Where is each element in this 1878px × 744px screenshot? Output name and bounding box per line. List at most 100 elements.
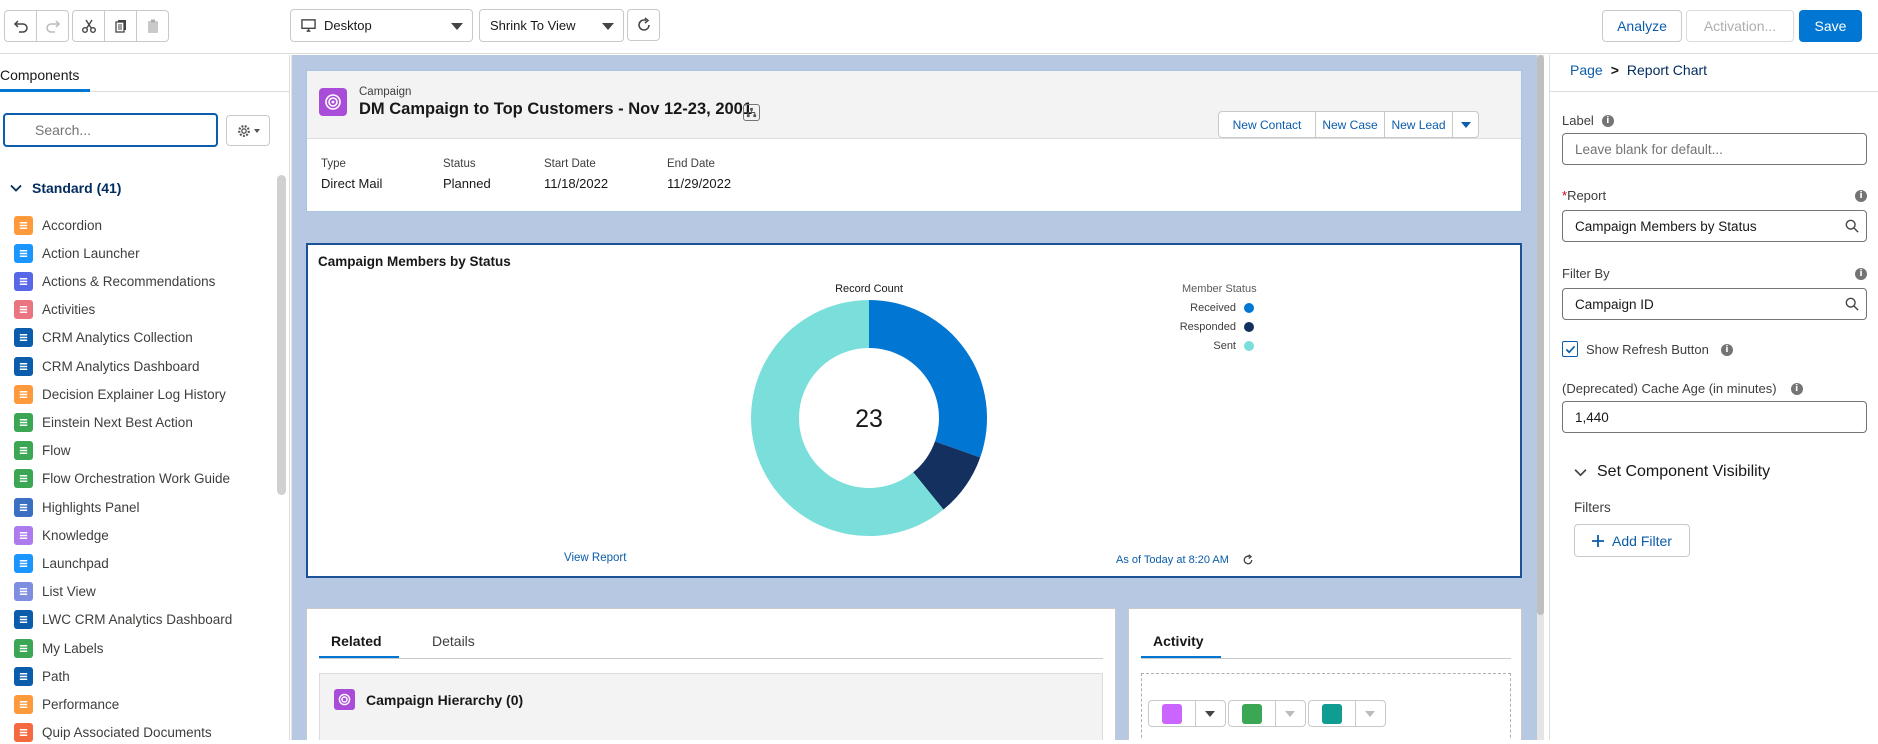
view-select[interactable]: Shrink To View <box>479 9 624 42</box>
activation-button[interactable]: Activation... <box>1686 10 1794 42</box>
info-icon[interactable]: i <box>1601 114 1614 127</box>
info-icon[interactable]: i <box>1720 343 1733 356</box>
legend-item[interactable]: Responded <box>1180 321 1254 333</box>
component-item[interactable]: List View <box>14 581 96 603</box>
builder-toolbar: Desktop Shrink To View Analyze Activatio… <box>0 0 1878 54</box>
search-icon[interactable] <box>1845 219 1859 233</box>
redo-button[interactable] <box>36 10 69 42</box>
caret-down-icon <box>1365 711 1375 717</box>
component-icon <box>14 553 33 573</box>
add-filter-label: Add Filter <box>1612 532 1672 549</box>
component-icon <box>14 497 33 517</box>
new-event-button[interactable] <box>1148 700 1226 727</box>
show-refresh-text: Show Refresh Button <box>1586 342 1709 357</box>
component-item[interactable]: Action Launcher <box>14 242 140 264</box>
show-refresh-checkbox[interactable] <box>1562 341 1578 357</box>
component-item[interactable]: Path <box>14 665 70 687</box>
related-tabs-component[interactable]: Related Details Campaign Hierarchy (0) <box>306 608 1116 740</box>
refresh-button[interactable] <box>627 9 660 41</box>
related-list-card[interactable]: Campaign Hierarchy (0) <box>319 673 1103 740</box>
component-item[interactable]: Einstein Next Best Action <box>14 411 193 433</box>
canvas-scrollbar[interactable] <box>1537 55 1544 615</box>
log-call-button[interactable] <box>1308 700 1386 727</box>
component-item[interactable]: Knowledge <box>14 524 109 546</box>
new-lead-button[interactable]: New Lead <box>1384 111 1453 138</box>
cut-button[interactable] <box>72 10 105 42</box>
component-item[interactable]: Flow Orchestration Work Guide <box>14 468 230 490</box>
panel-scrollbar[interactable] <box>277 175 286 495</box>
new-contact-button[interactable]: New Contact <box>1218 111 1316 138</box>
component-item[interactable]: CRM Analytics Dashboard <box>14 355 200 377</box>
component-label: LWC CRM Analytics Dashboard <box>42 612 233 628</box>
more-actions-button[interactable] <box>1452 111 1479 138</box>
component-item[interactable]: Flow <box>14 440 71 462</box>
cache-age-input[interactable]: 1,440 <box>1562 401 1867 433</box>
component-search-input[interactable]: Search... <box>3 113 218 147</box>
report-lookup-input[interactable]: Campaign Members by Status <box>1562 210 1867 242</box>
report-chart-component[interactable]: Campaign Members by Status Record Count … <box>306 243 1522 578</box>
activity-component[interactable]: Activity <box>1128 608 1522 740</box>
component-item[interactable]: CRM Analytics Collection <box>14 327 193 349</box>
filter-lookup-input[interactable]: Campaign ID <box>1562 288 1867 320</box>
label-input[interactable]: Leave blank for default... <box>1562 133 1867 165</box>
legend-item[interactable]: Received <box>1190 302 1254 314</box>
active-tab-indicator <box>319 656 399 659</box>
tab-divider <box>319 658 1103 659</box>
analyze-button[interactable]: Analyze <box>1602 10 1682 42</box>
calendar-icon <box>1162 704 1182 724</box>
refresh-icon[interactable] <box>1242 554 1254 566</box>
donut-slice-received[interactable] <box>869 300 987 458</box>
visibility-section-label: Set Component Visibility <box>1597 463 1771 480</box>
highlight-field-value: 11/18/2022 <box>544 176 609 191</box>
chart-title: Campaign Members by Status <box>318 254 511 269</box>
campaign-icon <box>319 88 347 116</box>
related-list-title[interactable]: Campaign Hierarchy (0) <box>366 692 524 708</box>
component-item[interactable]: Actions & Recommendations <box>14 270 215 292</box>
paste-button[interactable] <box>136 10 169 42</box>
component-item[interactable]: Highlights Panel <box>14 496 140 518</box>
component-item[interactable]: LWC CRM Analytics Dashboard <box>14 609 232 631</box>
info-icon[interactable]: i <box>1855 189 1867 202</box>
undo-button[interactable] <box>4 10 37 42</box>
highlight-field-label: End Date <box>667 158 715 170</box>
components-tab[interactable]: Components <box>0 55 289 92</box>
new-case-button[interactable]: New Case <box>1315 111 1385 138</box>
report-field-text: Report <box>1567 188 1607 203</box>
search-icon[interactable] <box>1845 297 1859 311</box>
component-item[interactable]: Launchpad <box>14 552 109 574</box>
copy-button[interactable] <box>104 10 137 42</box>
add-filter-button[interactable]: Add Filter <box>1574 524 1690 557</box>
component-item[interactable]: My Labels <box>14 637 104 659</box>
highlight-field-value: Direct Mail <box>321 176 383 191</box>
tab-activity[interactable]: Activity <box>1153 633 1204 649</box>
donut-slice-sent[interactable] <box>751 300 944 536</box>
donut-slice-responded[interactable] <box>913 441 981 510</box>
scissors-icon <box>81 19 96 33</box>
component-icon <box>14 469 33 489</box>
tab-related[interactable]: Related <box>331 633 382 649</box>
new-task-button[interactable] <box>1228 700 1306 727</box>
component-item[interactable]: Decision Explainer Log History <box>14 383 226 405</box>
highlights-panel[interactable]: Campaign DM Campaign to Top Customers - … <box>306 70 1522 212</box>
visibility-section-toggle[interactable]: Set Component Visibility <box>1574 463 1770 481</box>
component-item[interactable]: Quip Associated Documents <box>14 722 212 744</box>
view-report-link[interactable]: View Report <box>564 552 627 564</box>
add-icon <box>1592 534 1605 547</box>
save-button[interactable]: Save <box>1799 10 1862 42</box>
component-item[interactable]: Accordion <box>14 214 102 236</box>
settings-menu-button[interactable] <box>226 115 270 146</box>
breadcrumb-page-link[interactable]: Page <box>1570 62 1603 78</box>
info-icon[interactable]: i <box>1855 267 1867 280</box>
component-item[interactable]: Activities <box>14 299 95 321</box>
components-tab-label: Components <box>0 67 80 83</box>
legend-item[interactable]: Sent <box>1213 340 1254 352</box>
view-select-value: Shrink To View <box>490 18 576 33</box>
device-select[interactable]: Desktop <box>290 9 473 42</box>
component-item[interactable]: Performance <box>14 693 119 715</box>
legend-label: Responded <box>1179 321 1236 333</box>
tab-details[interactable]: Details <box>432 633 475 649</box>
legend-label: Received <box>1190 302 1236 314</box>
hierarchy-button[interactable] <box>743 104 760 121</box>
info-icon[interactable]: i <box>1790 382 1803 395</box>
standard-section-toggle[interactable]: Standard (41) <box>10 180 121 196</box>
